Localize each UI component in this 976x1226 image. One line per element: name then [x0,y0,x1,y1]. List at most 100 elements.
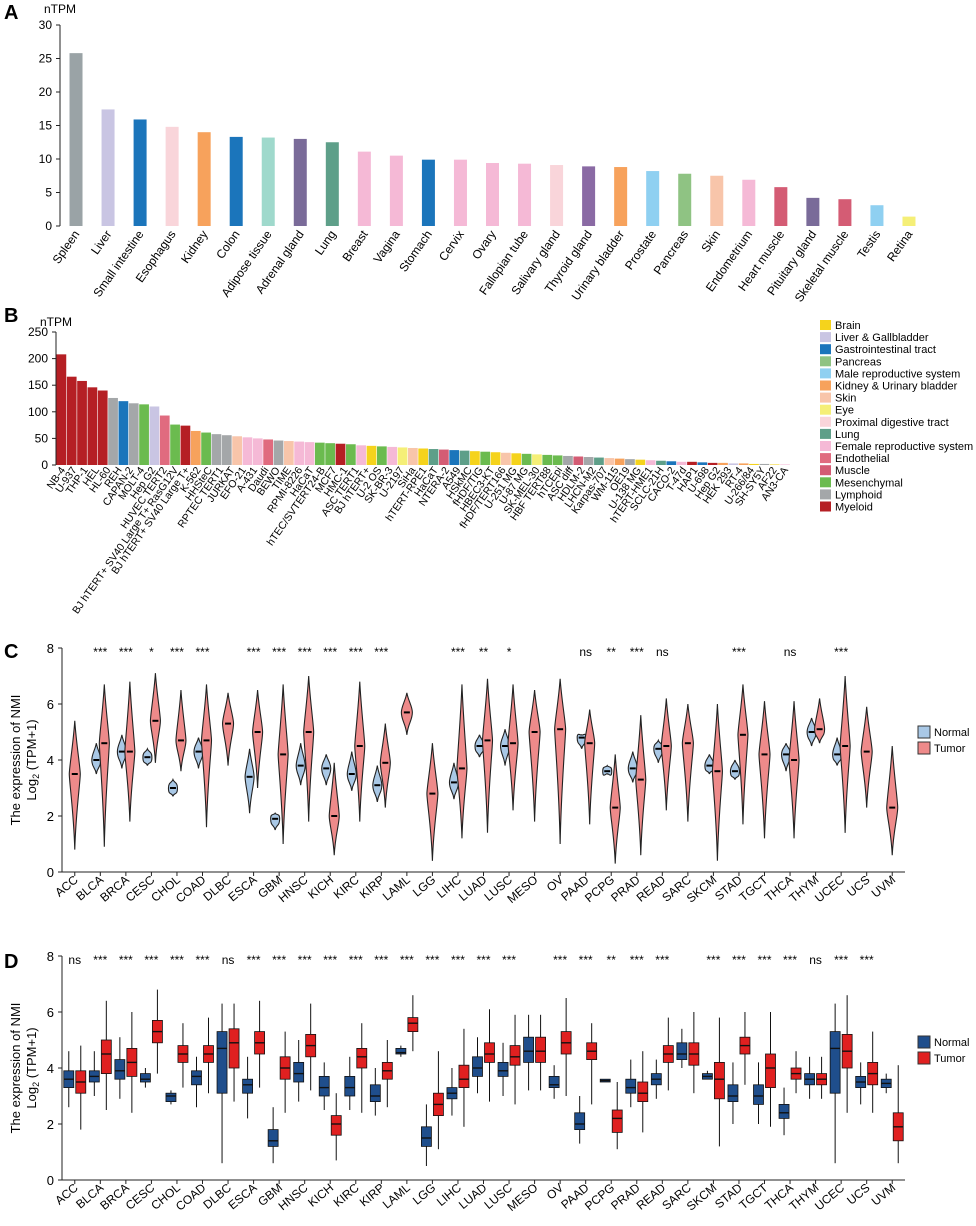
d-xtick-label-ucec: UCEC [812,1180,847,1213]
c-violin-tumor-dlbc [221,692,235,766]
c-violin-tumor-chol [175,689,187,772]
a-xtick-label-lung: Lung [312,228,339,258]
b-bar-hdlm-2 [563,455,573,465]
d-sig-cesc: *** [144,953,158,967]
d-sig-paad: *** [579,953,593,967]
b-bar-asc-tert1 [325,443,336,465]
a-ytick-label: 10 [39,152,53,166]
d-box-normal-coad [191,1070,202,1086]
d-box-tumor-lihc [458,1064,470,1088]
b-ytick-label: 0 [41,458,48,472]
d-box-normal-gbm [267,1129,279,1147]
c-xtick-label-uvm: UVM [869,873,898,901]
c-ytick-label: 8 [47,641,54,656]
d-box-tumor-blca [100,1039,112,1074]
d-box-tumor-pcpg [611,1109,623,1133]
c-violin-normal-gbm [270,811,281,831]
c-violin-tumor-ucec [839,675,851,833]
c-violin-tumor-pcpg [609,754,621,864]
a-bar-salivary-gland [550,165,564,226]
d-sig-pcpg: ** [607,953,617,967]
b-bar-sh-sy5y [749,463,759,465]
c-legend-label-normal: Normal [934,727,969,739]
c-violin-tumor-esca [252,689,264,789]
d-sig-luad: *** [476,953,490,967]
b-legend-swatch-brain [820,320,831,330]
a-bar-liver [101,109,115,226]
b-bar-huvec-tert2 [159,415,170,465]
b-legend-swatch-kidney-urinary-bladder [820,380,831,391]
d-sig-brca: *** [119,953,133,967]
d-ylabel-line2: Log2 (TPM+1) [24,1027,41,1108]
c-violin-tumor-luad [481,678,494,833]
d-sig-laml: *** [400,953,414,967]
b-bar-an3-ca [780,464,790,465]
panel-b-bar-chart: 050100150200250nTPMNB-4U-937THP-1HELHL-6… [28,315,973,616]
c-sig-luad: ** [479,645,489,659]
d-box-tumor-dlbc [228,1028,240,1069]
a-xtick-label-colon: Colon [213,228,242,262]
c-violin-normal-hnsc [295,743,306,786]
b-ylabel: nTPM [40,315,72,329]
b-legend-swatch-myeloid [820,501,831,512]
b-legend-label-gastrointestinal-tract: Gastrointestinal tract [835,344,936,356]
c-sig-stad: *** [732,645,746,659]
c-xtick-label-ucec: UCEC [812,872,847,905]
d-box-normal-sarc [676,1042,688,1061]
d-box-tumor-kich [330,1115,342,1136]
a-xtick-label-kidney: Kidney [178,228,211,266]
b-bar-bj-htert [345,444,356,465]
b-bar-k-562 [180,425,191,465]
a-ytick-label: 30 [39,18,53,32]
panel-label-c: C [4,641,18,663]
c-sig-cesc: * [149,645,154,659]
b-legend-swatch-pancreas [820,356,831,367]
a-bar-testis [870,205,884,226]
b-bar-htec-svtert24-b [294,441,305,465]
b-legend-swatch-mesenchymal [820,477,831,488]
c-sig-esca: *** [247,645,261,659]
d-box-normal-meso [523,1036,534,1063]
a-bar-colon [229,136,243,226]
b-bar-caco-2 [666,461,677,465]
d-box-normal-kich [318,1076,330,1097]
a-bar-stomach [421,159,435,226]
c-ylabel-line1: The expression of NMI [8,695,23,826]
b-bar-u-87-mg [511,453,522,465]
c-violin-tumor-lgg [426,743,439,861]
b-bar-u-266-84 [759,463,770,465]
c-ytick-label: 4 [47,753,54,768]
b-legend-swatch-lung [820,428,831,439]
d-legend-label-tumor: Tumor [934,1053,966,1065]
b-legend-swatch-gastrointestinal-tract [820,344,831,355]
c-violin-tumor-cesc [149,673,161,763]
a-bar-prostate [646,171,660,226]
d-sig-lusc: *** [502,953,516,967]
d-box-tumor-skcm [714,1062,725,1100]
b-legend-swatch-male-reproductive-system [820,368,831,379]
a-xtick-label-stomach: Stomach [396,228,435,275]
b-legend-label-myeloid: Myeloid [835,502,873,514]
c-violin-normal-kirp [372,765,383,803]
a-bar-breast [357,151,371,226]
d-box-normal-paad [574,1112,586,1131]
c-violin-normal-esca [244,748,255,814]
c-violin-tumor-gbm [277,684,289,845]
b-bar-thp-1 [77,380,87,465]
d-sig-gbm: *** [272,953,286,967]
d-sig-acc: ns [68,953,81,967]
d-legend-swatch-normal [917,1035,931,1049]
d-sig-ucec: *** [834,953,848,967]
c-sig-kirc: *** [349,645,363,659]
b-legend-swatch-skin [820,392,831,403]
a-bar-heart-muscle [774,187,788,226]
b-bar-hep-g2b [728,463,739,465]
b-bar-oe19 [697,462,708,465]
b-legend-swatch-lymphoid [820,489,831,500]
c-violin-tumor-kich [328,762,340,856]
d-box-normal-chol [165,1092,177,1102]
c-xtick-label-kirc: KIRC [331,872,362,901]
c-violin-tumor-hnsc [303,675,315,822]
